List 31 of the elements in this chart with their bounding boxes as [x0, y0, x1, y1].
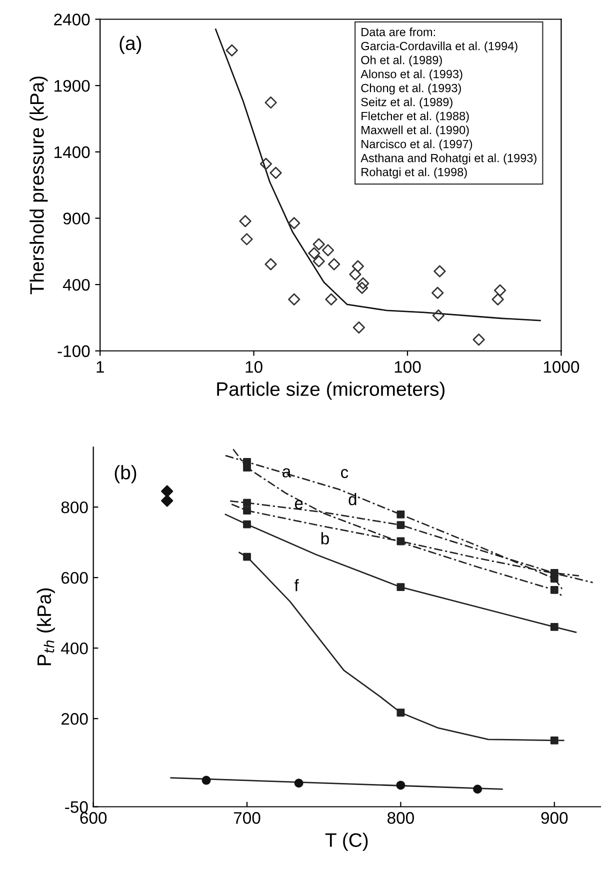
x-tick-label: 800	[388, 812, 414, 824]
x-tick-label: 10	[246, 361, 262, 373]
y-tick-label: 2400	[54, 14, 90, 26]
x-axis-title: Particle size (micrometers)	[217, 382, 444, 400]
annotation: d	[348, 493, 356, 506]
annotation: c	[341, 469, 348, 478]
x-tick-label: 1	[96, 361, 104, 373]
x-tick-label: 100	[394, 361, 421, 373]
x-tick-label: 600	[80, 812, 107, 824]
text: Data are from: Garcia-Cordavilla et al. (1994) Oh et al. (1989) Alonso et al. (1993) Chong et al. (1993) Seitz et al. (1989) Fletcher et al. (1988) Maxwell et al. (1990) Narcisco et al. (1997) Asthana and Rohatgi et al. (1993) Rohatgi et al. (1998)	[360, 28, 536, 179]
x-tick-label: 900	[541, 812, 568, 824]
y-tick-label: -100	[58, 345, 90, 358]
y-tick-label: 900	[63, 212, 90, 224]
annotation: b	[321, 532, 329, 544]
annotation: (b)	[114, 465, 136, 484]
y-tick-label: 1900	[54, 80, 90, 92]
y-axis-title: P$_{th}$ (kPa)	[36, 588, 55, 666]
y-tick-label: 400	[62, 278, 90, 291]
y-axis-title: Thershold pressure (kPa)	[30, 76, 48, 294]
y-tick-label: -50	[65, 801, 88, 813]
y-tick-label: 200	[62, 713, 88, 725]
x-axis-title: T (C)	[325, 832, 368, 851]
y-tick-label: 800	[61, 501, 88, 514]
y-tick-label: 400	[61, 642, 88, 654]
x-tick-label: 1000	[544, 361, 580, 373]
x-tick-label: 700	[234, 812, 260, 824]
annotation: e	[294, 500, 303, 510]
annotation: f	[294, 579, 299, 592]
y-tick-label: 600	[62, 572, 88, 584]
annotation: (a)	[120, 36, 142, 54]
y-tick-label: 1400	[54, 146, 90, 158]
